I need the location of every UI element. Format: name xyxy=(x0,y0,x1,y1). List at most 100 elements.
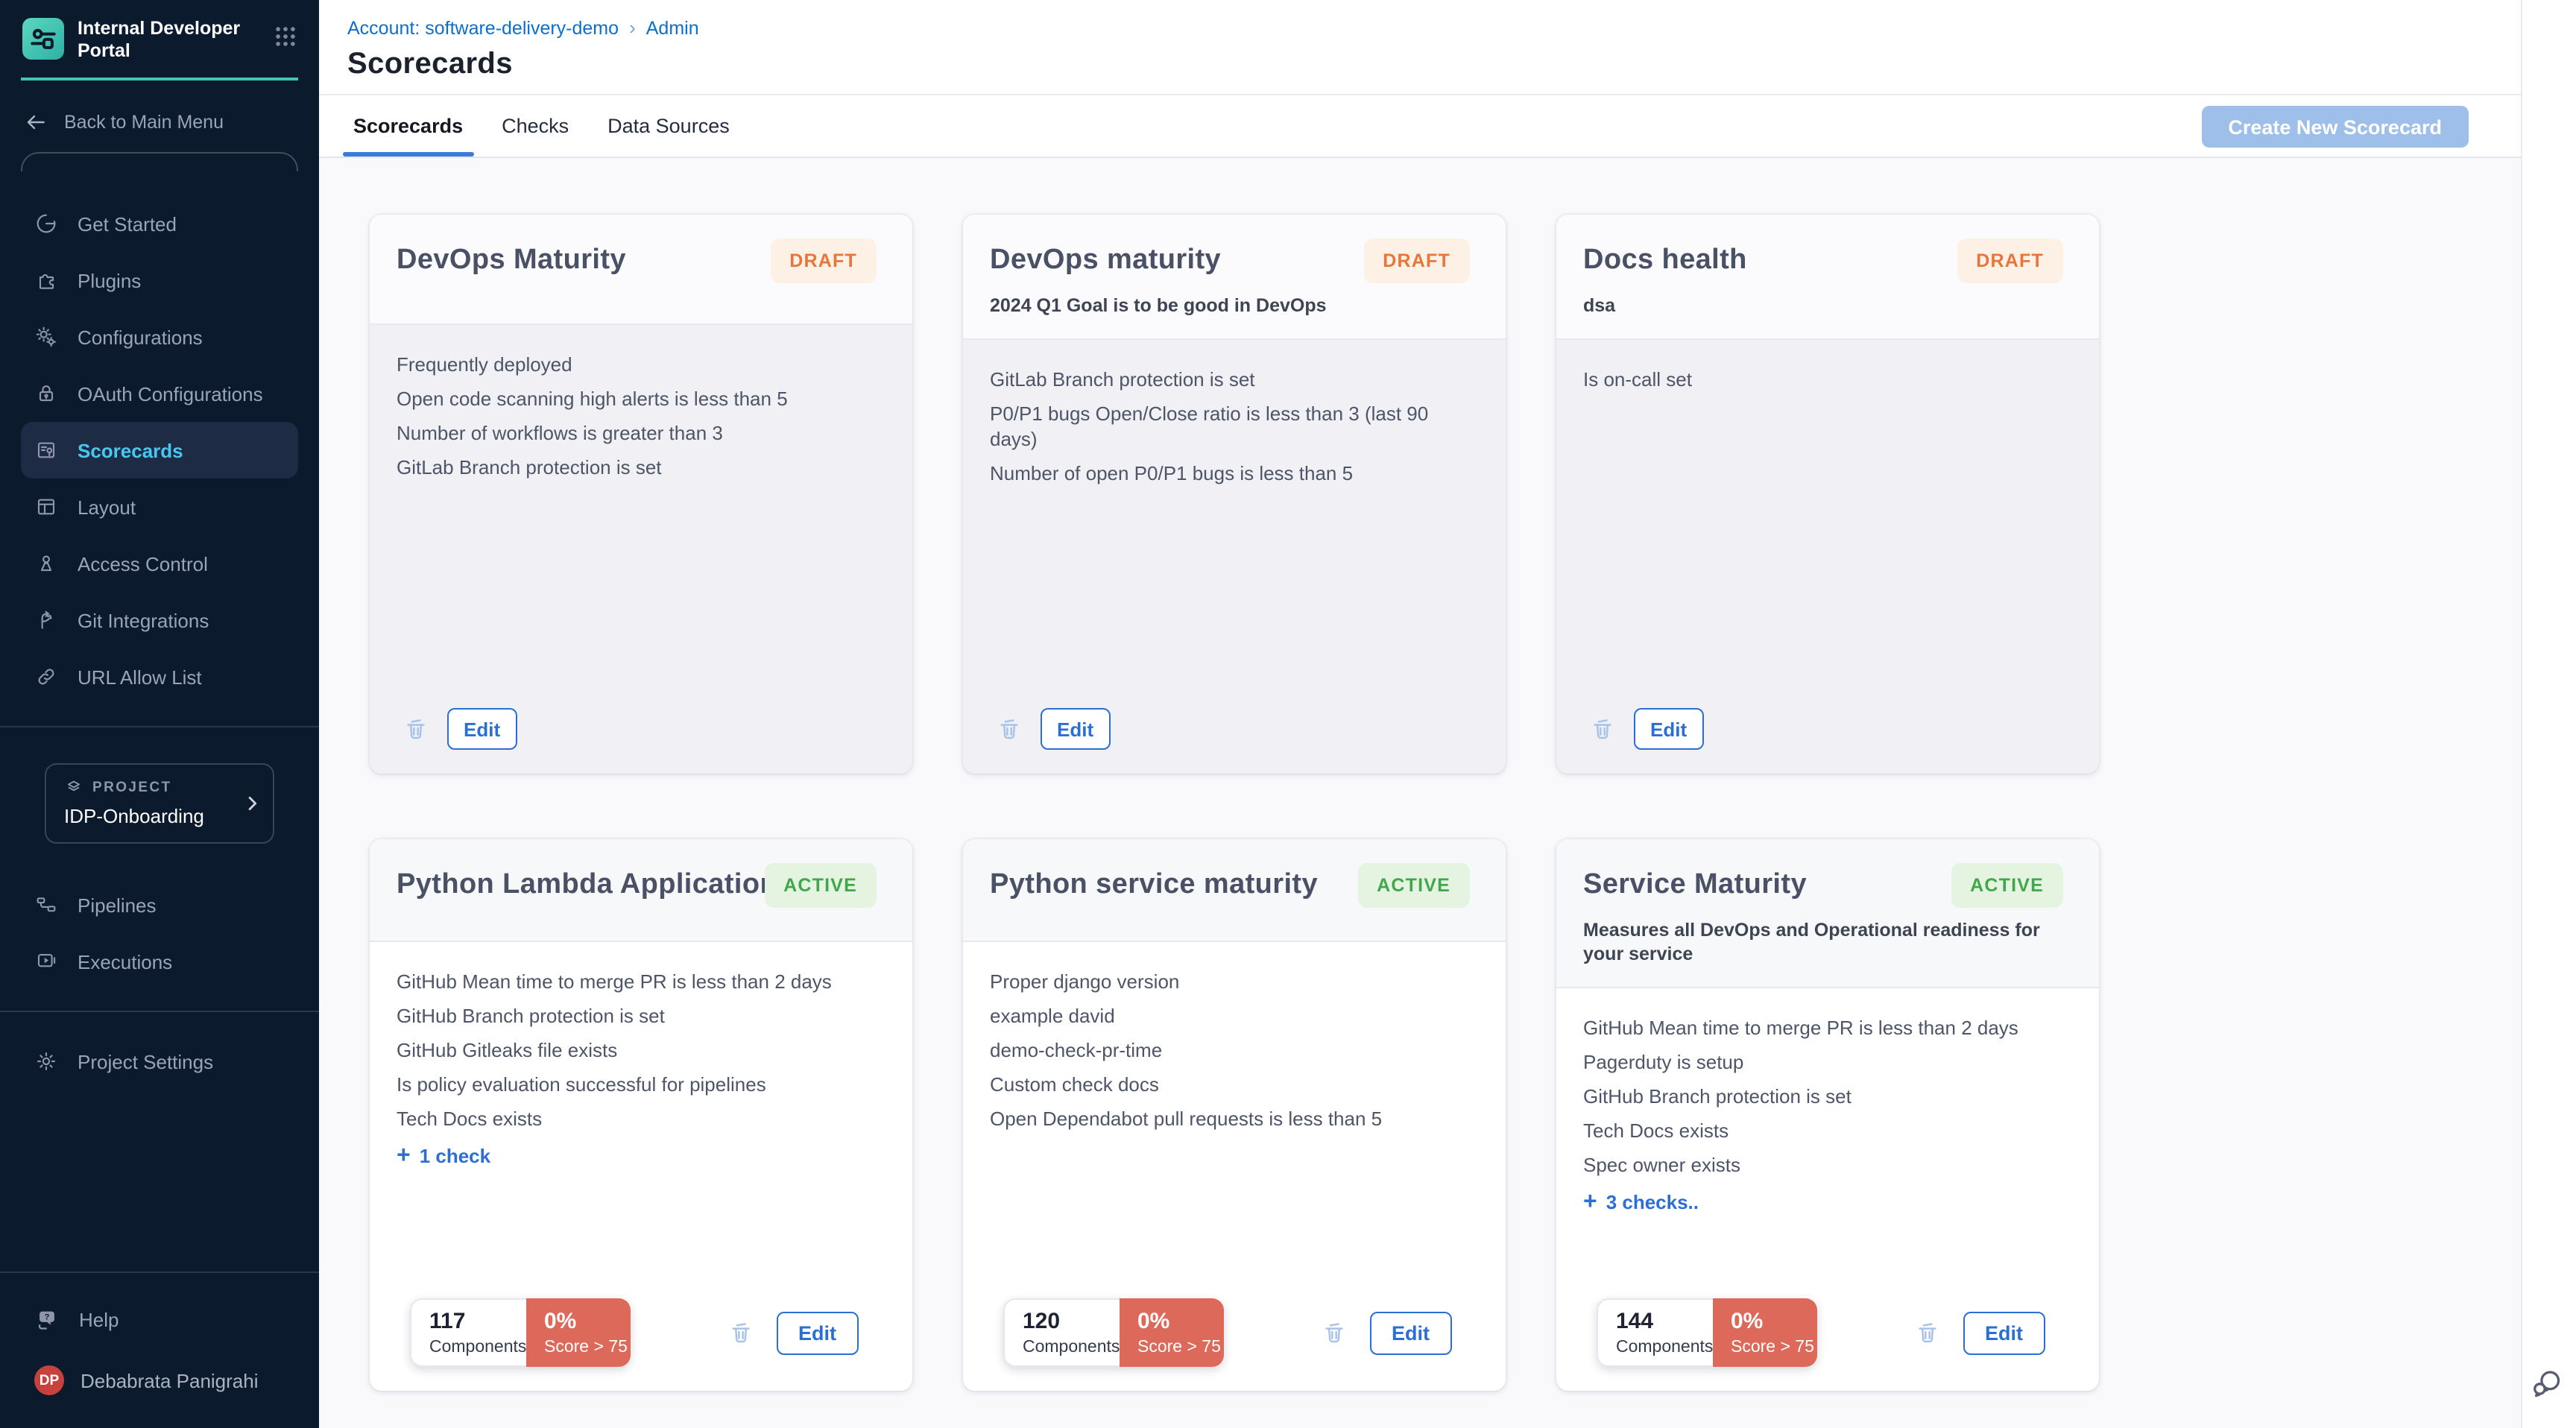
page-title: Scorecards xyxy=(347,48,513,80)
more-checks-link[interactable]: +3 checks.. xyxy=(1583,1190,2072,1214)
check-name: example david xyxy=(990,1005,1115,1027)
access-control-icon xyxy=(34,552,58,575)
main-area: Account: software-delivery-demo › Admin … xyxy=(319,0,2576,1428)
sidebar-item-project-settings[interactable]: Project Settings xyxy=(21,1033,298,1090)
scorecard-description: Measures all DevOps and Operational read… xyxy=(1583,920,2040,964)
check-name: Spec owner exists xyxy=(1583,1154,1740,1176)
card-body: Proper django version example david demo-c… xyxy=(963,941,1506,1391)
layout-icon xyxy=(34,495,58,519)
check-name: P0/P1 bugs Open/Close ratio is less than… xyxy=(990,402,1429,450)
layers-icon xyxy=(64,778,83,797)
card-header: DevOps Maturity DRAFT xyxy=(370,215,912,323)
components-label: Components xyxy=(1023,1339,1120,1356)
breadcrumb-admin-link[interactable]: Admin xyxy=(645,17,699,38)
edit-scorecard-button[interactable]: Edit xyxy=(776,1311,859,1354)
delete-scorecard-button[interactable] xyxy=(724,1315,757,1350)
scorecard-stats-pill: 120 Components 0% Score > 75 xyxy=(1003,1298,1224,1367)
project-selector[interactable]: PROJECT IDP-Onboarding xyxy=(45,763,274,844)
sidebar-nav-secondary: Pipelines Executions xyxy=(0,876,319,990)
sidebar-item-label: Project Settings xyxy=(78,1050,214,1072)
scorecard-card-devops-maturity: DevOps Maturity DRAFT Frequently deployed O… xyxy=(370,215,912,774)
card-footer: 117 Components 0% Score > 75 Edit xyxy=(397,1298,886,1367)
components-label: Components xyxy=(429,1339,527,1356)
sidebar: Internal Developer Portal Back to Main M… xyxy=(0,0,319,1428)
check-name: Number of open P0/P1 bugs is less than 5 xyxy=(990,462,1354,484)
sidebar-item-pipelines[interactable]: Pipelines xyxy=(21,876,298,933)
sidebar-item-configurations[interactable]: Configurations xyxy=(21,309,298,365)
edit-scorecard-button[interactable]: Edit xyxy=(1634,708,1704,750)
sidebar-item-plugins[interactable]: Plugins xyxy=(21,252,298,309)
card-header: Docs health DRAFT dsa xyxy=(1556,215,2099,338)
scorecard-card-service-maturity: Service Maturity ACTIVE Measures all DevOp… xyxy=(1556,839,2099,1391)
avatar: DP xyxy=(34,1365,64,1395)
breadcrumb-account-link[interactable]: Account: software-delivery-demo xyxy=(347,17,619,38)
help-icon: ? xyxy=(34,1307,60,1332)
sidebar-item-label: Pipelines xyxy=(78,894,157,916)
delete-scorecard-button[interactable] xyxy=(400,711,432,747)
edit-scorecard-button[interactable]: Edit xyxy=(1041,708,1111,750)
sidebar-item-label: Get Started xyxy=(78,212,177,235)
check-name: Tech Docs exists xyxy=(1583,1119,1729,1142)
check-name: Open Dependabot pull requests is less th… xyxy=(990,1108,1383,1130)
sidebar-item-url-allow-list[interactable]: URL Allow List xyxy=(21,648,298,705)
sidebar-item-label: Executions xyxy=(78,950,173,973)
score-percent: 0% xyxy=(1137,1309,1170,1334)
scorecard-title: Python Lambda Applications xyxy=(397,869,794,900)
sidebar-item-access-control[interactable]: Access Control xyxy=(21,535,298,592)
project-label: PROJECT xyxy=(92,780,172,796)
sidebar-divider xyxy=(0,1011,319,1012)
score-percent: 0% xyxy=(1731,1309,1764,1334)
delete-scorecard-button[interactable] xyxy=(993,711,1026,747)
sidebar-item-layout[interactable]: Layout xyxy=(21,478,298,535)
check-name: GitLab Branch protection is set xyxy=(397,456,662,478)
sidebar-item-scorecards[interactable]: Scorecards xyxy=(21,422,298,478)
scorecard-stats-pill: 144 Components 0% Score > 75 xyxy=(1597,1298,1817,1367)
edit-scorecard-button[interactable]: Edit xyxy=(1963,1311,2045,1354)
scorecard-description: dsa xyxy=(1583,295,1616,316)
sidebar-item-oauth-configurations[interactable]: OAuth Configurations xyxy=(21,365,298,422)
tab-checks[interactable]: Checks xyxy=(502,115,569,137)
status-badge: DRAFT xyxy=(1363,238,1470,283)
sidebar-spacer xyxy=(0,1090,319,1251)
check-name: demo-check-pr-time xyxy=(990,1039,1163,1061)
sidebar-divider xyxy=(0,1271,319,1273)
tab-scorecards[interactable]: Scorecards xyxy=(340,95,476,157)
create-new-scorecard-button[interactable]: Create New Scorecard xyxy=(2201,106,2469,148)
tab-data-sources[interactable]: Data Sources xyxy=(607,115,730,137)
edit-scorecard-button[interactable]: Edit xyxy=(447,708,517,750)
card-body: GitLab Branch protection is set P0/P1 bug… xyxy=(963,338,1506,774)
sidebar-item-label: Plugins xyxy=(78,269,142,291)
sidebar-item-get-started[interactable]: Get Started xyxy=(21,195,298,252)
status-badge: ACTIVE xyxy=(764,863,877,908)
user-name: Debabrata Panigrahi xyxy=(80,1369,259,1391)
sidebar-nav-tertiary: Project Settings xyxy=(0,1033,319,1090)
edit-scorecard-button[interactable]: Edit xyxy=(1369,1311,1452,1354)
check-name: Is policy evaluation successful for pipe… xyxy=(397,1073,766,1096)
scorecard-card-python-service-maturity: Python service maturity ACTIVE Proper djan… xyxy=(963,839,1506,1391)
check-name: GitHub Mean time to merge PR is less tha… xyxy=(1583,1017,2018,1039)
scorecard-title: Service Maturity xyxy=(1583,869,1807,900)
score-stat: 0% Score > 75 xyxy=(1120,1298,1224,1367)
card-actions: Edit xyxy=(1910,1311,2045,1354)
section-cap-divider xyxy=(21,152,298,171)
plus-icon: + xyxy=(397,1143,411,1169)
sidebar-item-label: Configurations xyxy=(78,326,203,348)
app-switcher-button[interactable] xyxy=(270,21,301,52)
logo-divider xyxy=(21,78,298,80)
delete-scorecard-button[interactable] xyxy=(1910,1315,1943,1350)
support-chat-button[interactable] xyxy=(2530,1367,2564,1401)
delete-scorecard-button[interactable] xyxy=(1586,711,1619,747)
status-badge: DRAFT xyxy=(1957,238,2063,283)
delete-scorecard-button[interactable] xyxy=(1317,1315,1350,1350)
back-to-main-menu[interactable]: Back to Main Menu xyxy=(21,110,298,134)
more-checks-link[interactable]: +1 check xyxy=(397,1143,886,1169)
sidebar-item-executions[interactable]: Executions xyxy=(21,933,298,990)
sidebar-item-help[interactable]: ? Help xyxy=(21,1291,298,1348)
user-menu[interactable]: DP Debabrata Panigrahi xyxy=(21,1350,298,1410)
configurations-icon xyxy=(34,325,58,349)
breadcrumb: Account: software-delivery-demo › Admin xyxy=(347,16,2576,39)
score-label: Score > 75 xyxy=(1731,1339,1814,1356)
sidebar-item-git-integrations[interactable]: Git Integrations xyxy=(21,592,298,648)
check-name: GitHub Branch protection is set xyxy=(397,1005,665,1027)
